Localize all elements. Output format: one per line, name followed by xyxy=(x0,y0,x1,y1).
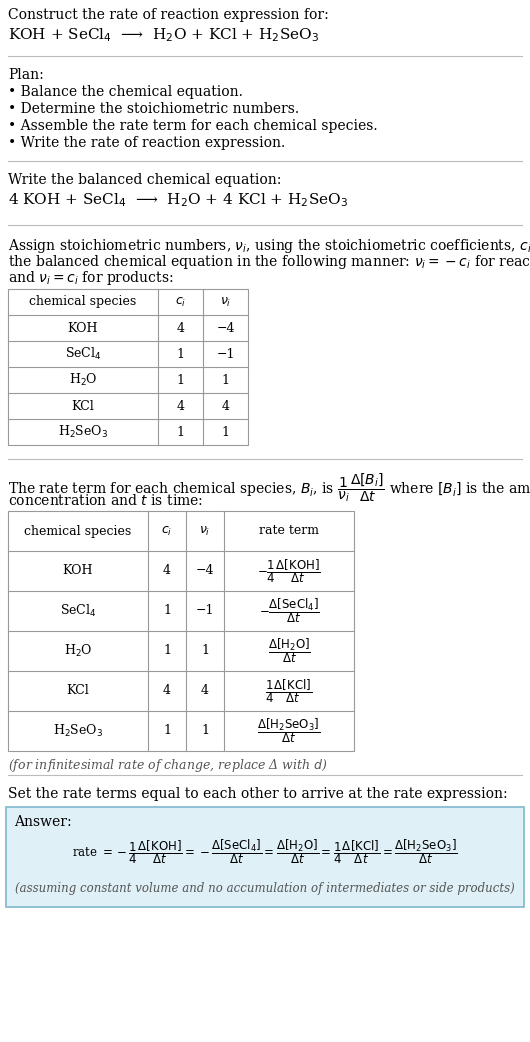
Text: KOH: KOH xyxy=(68,322,98,334)
Text: H$_2$O: H$_2$O xyxy=(69,372,98,388)
Text: H$_2$SeO$_3$: H$_2$SeO$_3$ xyxy=(58,424,108,440)
Text: SeCl$_4$: SeCl$_4$ xyxy=(60,603,96,619)
Bar xyxy=(8,289,248,445)
Text: SeCl$_4$: SeCl$_4$ xyxy=(65,346,101,362)
Text: • Write the rate of reaction expression.: • Write the rate of reaction expression. xyxy=(8,137,285,150)
Text: chemical species: chemical species xyxy=(29,296,137,308)
Text: Write the balanced chemical equation:: Write the balanced chemical equation: xyxy=(8,173,281,187)
Text: H$_2$O: H$_2$O xyxy=(64,643,92,659)
Text: 1: 1 xyxy=(201,645,209,658)
Text: Construct the rate of reaction expression for:: Construct the rate of reaction expressio… xyxy=(8,8,329,22)
Text: 1: 1 xyxy=(163,604,171,618)
Text: 4: 4 xyxy=(176,322,184,334)
Text: 4: 4 xyxy=(201,685,209,697)
Text: $\nu_i$: $\nu_i$ xyxy=(199,524,211,538)
Text: $\nu_i$: $\nu_i$ xyxy=(220,296,231,308)
Text: and $\nu_i = c_i$ for products:: and $\nu_i = c_i$ for products: xyxy=(8,269,173,287)
Text: H$_2$SeO$_3$: H$_2$SeO$_3$ xyxy=(53,723,103,739)
Text: $c_i$: $c_i$ xyxy=(161,524,173,538)
Text: 1: 1 xyxy=(163,645,171,658)
Text: 4: 4 xyxy=(176,399,184,413)
Text: 1: 1 xyxy=(176,347,184,361)
Text: chemical species: chemical species xyxy=(24,524,131,538)
Text: 4: 4 xyxy=(163,565,171,577)
Text: $\dfrac{\Delta[\mathrm{H_2O}]}{\Delta t}$: $\dfrac{\Delta[\mathrm{H_2O}]}{\Delta t}… xyxy=(268,637,311,666)
Text: KOH + SeCl$_4$  ⟶  H$_2$O + KCl + H$_2$SeO$_3$: KOH + SeCl$_4$ ⟶ H$_2$O + KCl + H$_2$SeO… xyxy=(8,26,319,44)
Text: rate term: rate term xyxy=(259,524,319,538)
Text: 1: 1 xyxy=(176,425,184,439)
Text: Answer:: Answer: xyxy=(14,815,72,829)
Text: KOH: KOH xyxy=(63,565,93,577)
Text: −1: −1 xyxy=(216,347,235,361)
Text: 1: 1 xyxy=(222,373,229,387)
Text: 4: 4 xyxy=(163,685,171,697)
Text: • Balance the chemical equation.: • Balance the chemical equation. xyxy=(8,85,243,99)
Text: (assuming constant volume and no accumulation of intermediates or side products): (assuming constant volume and no accumul… xyxy=(15,882,515,895)
Text: KCl: KCl xyxy=(67,685,90,697)
Text: KCl: KCl xyxy=(72,399,94,413)
FancyBboxPatch shape xyxy=(6,807,524,907)
Text: • Assemble the rate term for each chemical species.: • Assemble the rate term for each chemic… xyxy=(8,119,377,133)
Text: rate $= -\dfrac{1}{4}\dfrac{\Delta[\mathrm{KOH}]}{\Delta t} = -\dfrac{\Delta[\ma: rate $= -\dfrac{1}{4}\dfrac{\Delta[\math… xyxy=(72,837,458,866)
Text: The rate term for each chemical species, $B_i$, is $\dfrac{1}{\nu_i}\dfrac{\Delt: The rate term for each chemical species,… xyxy=(8,471,530,503)
Text: 4: 4 xyxy=(222,399,229,413)
Text: $-\dfrac{1}{4}\dfrac{\Delta[\mathrm{KOH}]}{\Delta t}$: $-\dfrac{1}{4}\dfrac{\Delta[\mathrm{KOH}… xyxy=(257,557,321,585)
Text: Assign stoichiometric numbers, $\nu_i$, using the stoichiometric coefficients, $: Assign stoichiometric numbers, $\nu_i$, … xyxy=(8,237,530,255)
Text: 1: 1 xyxy=(176,373,184,387)
Text: $-\dfrac{\Delta[\mathrm{SeCl_4}]}{\Delta t}$: $-\dfrac{\Delta[\mathrm{SeCl_4}]}{\Delta… xyxy=(259,597,320,625)
Text: 4 KOH + SeCl$_4$  ⟶  H$_2$O + 4 KCl + H$_2$SeO$_3$: 4 KOH + SeCl$_4$ ⟶ H$_2$O + 4 KCl + H$_2… xyxy=(8,191,348,208)
Text: Plan:: Plan: xyxy=(8,68,44,82)
Text: the balanced chemical equation in the following manner: $\nu_i = -c_i$ for react: the balanced chemical equation in the fo… xyxy=(8,253,530,271)
Text: $\dfrac{\Delta[\mathrm{H_2SeO_3}]}{\Delta t}$: $\dfrac{\Delta[\mathrm{H_2SeO_3}]}{\Delt… xyxy=(257,717,321,745)
Text: (for infinitesimal rate of change, replace Δ with $d$): (for infinitesimal rate of change, repla… xyxy=(8,756,328,774)
Text: 1: 1 xyxy=(201,724,209,738)
Text: 1: 1 xyxy=(163,724,171,738)
Text: −4: −4 xyxy=(196,565,214,577)
Text: $c_i$: $c_i$ xyxy=(175,296,186,308)
Text: 1: 1 xyxy=(222,425,229,439)
Text: Set the rate terms equal to each other to arrive at the rate expression:: Set the rate terms equal to each other t… xyxy=(8,787,508,801)
Text: $\dfrac{1}{4}\dfrac{\Delta[\mathrm{KCl}]}{\Delta t}$: $\dfrac{1}{4}\dfrac{\Delta[\mathrm{KCl}]… xyxy=(266,677,313,704)
Bar xyxy=(8,511,354,751)
Text: −4: −4 xyxy=(216,322,235,334)
Text: −1: −1 xyxy=(196,604,214,618)
Text: concentration and $t$ is time:: concentration and $t$ is time: xyxy=(8,493,203,508)
Text: • Determine the stoichiometric numbers.: • Determine the stoichiometric numbers. xyxy=(8,102,299,116)
